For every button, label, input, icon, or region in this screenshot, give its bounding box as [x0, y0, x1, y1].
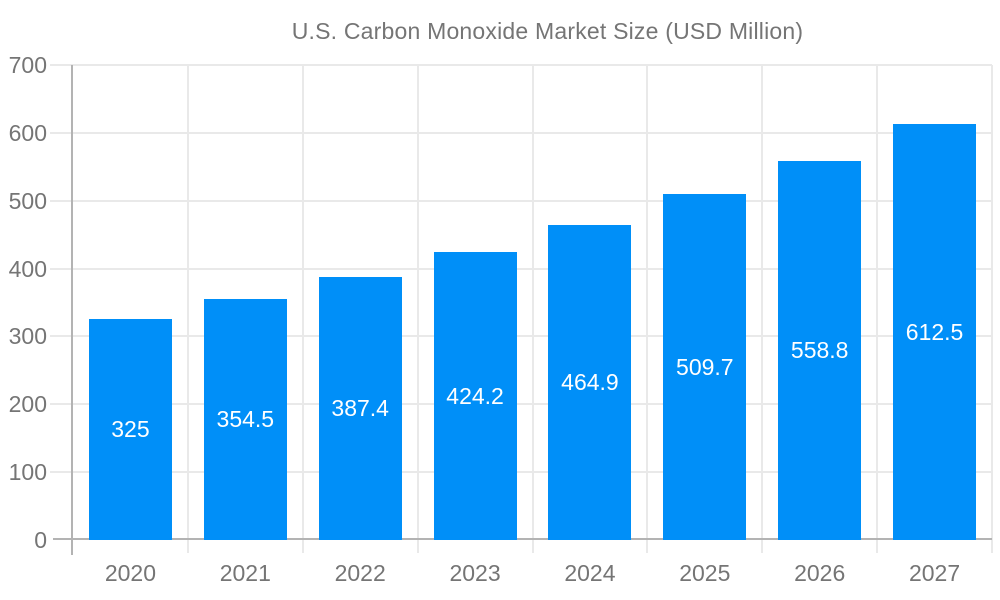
bar-value-label: 354.5	[216, 406, 275, 433]
bar-value-label: 387.4	[331, 395, 389, 422]
y-axis-line	[71, 65, 73, 555]
y-gridline	[50, 471, 992, 474]
y-axis-tick-label: 700	[8, 52, 47, 78]
bar-2022[interactable]: 387.4	[318, 277, 402, 540]
bar-value-label: 612.5	[905, 318, 964, 345]
bar-2027[interactable]: 612.5	[893, 124, 977, 540]
bar-2023[interactable]: 424.2	[433, 252, 517, 540]
category-boundary-gridline	[416, 65, 419, 553]
y-axis-tick-label: 500	[8, 187, 47, 214]
x-axis-line	[53, 538, 992, 540]
legend[interactable]: U.S. Carbon Monoxide Market Size (USD Mi…	[197, 18, 804, 45]
category-boundary-gridline	[301, 65, 304, 553]
bar-value-label: 325	[111, 416, 150, 443]
plot-area: 325 354.5 387.4 424.2 464.9 509.7 558.8 612.5	[50, 64, 993, 555]
bar-2025[interactable]: 509.7	[663, 194, 747, 540]
bar-2020[interactable]: 325	[88, 319, 172, 540]
y-axis-tick-label: 600	[8, 119, 47, 146]
y-axis-tick-label: 0	[34, 527, 47, 553]
y-gridline	[50, 403, 992, 406]
y-gridline	[50, 267, 992, 270]
y-axis-tick-label: 300	[8, 323, 47, 350]
y-gridline	[50, 131, 992, 134]
category-boundary-gridline	[531, 65, 534, 553]
bar-value-label: 424.2	[446, 382, 504, 409]
y-axis-tick-label: 100	[8, 459, 47, 486]
bar-2024[interactable]: 464.9	[548, 224, 632, 540]
category-boundary-gridline	[876, 65, 879, 553]
legend-label: U.S. Carbon Monoxide Market Size (USD Mi…	[291, 18, 804, 44]
category-boundary-gridline	[186, 65, 189, 553]
x-axis-tick-label: 2023	[449, 560, 501, 586]
category-boundary-gridline	[646, 65, 649, 553]
bar-2026[interactable]: 558.8	[778, 160, 862, 540]
x-axis-tick-label: 2021	[219, 560, 271, 586]
bar-value-label: 558.8	[790, 336, 849, 363]
category-boundary-gridline	[761, 65, 764, 553]
legend-swatch-icon	[197, 20, 276, 44]
y-gridline	[50, 335, 992, 338]
y-gridline	[50, 64, 992, 66]
x-axis-tick-label: 2022	[334, 560, 386, 586]
bar-value-label: 464.9	[561, 368, 619, 395]
y-axis-tick-label: 200	[8, 391, 47, 418]
x-axis-tick-label: 2020	[104, 560, 157, 586]
category-boundary-gridline	[991, 65, 993, 553]
bar-2021[interactable]: 354.5	[203, 299, 287, 540]
x-axis-tick-label: 2026	[794, 560, 846, 586]
x-axis-tick-label: 2025	[679, 560, 731, 586]
x-axis-tick-label: 2027	[908, 560, 961, 586]
y-gridline	[50, 199, 992, 202]
x-axis-tick-label: 2024	[564, 560, 616, 586]
y-axis-tick-label: 400	[8, 255, 47, 282]
bar-value-label: 509.7	[676, 353, 734, 380]
